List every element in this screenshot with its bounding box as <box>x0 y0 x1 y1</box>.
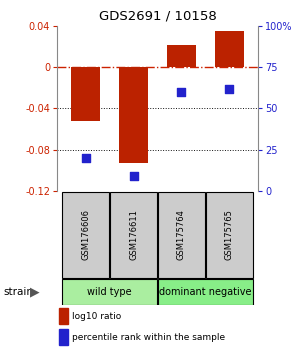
Text: strain: strain <box>3 287 33 297</box>
Bar <box>59 308 68 324</box>
Text: GSM176611: GSM176611 <box>129 210 138 260</box>
Text: dominant negative: dominant negative <box>159 287 252 297</box>
Bar <box>119 67 148 163</box>
Text: GDS2691 / 10158: GDS2691 / 10158 <box>99 10 216 22</box>
Point <box>227 86 232 91</box>
Bar <box>167 45 196 67</box>
Point <box>179 89 184 95</box>
Bar <box>59 329 68 345</box>
Bar <box>62 279 157 305</box>
Point <box>83 155 88 161</box>
Bar <box>158 192 205 278</box>
Bar <box>206 192 253 278</box>
Text: GSM175765: GSM175765 <box>225 210 234 260</box>
Bar <box>158 279 253 305</box>
Text: ▶: ▶ <box>30 285 39 298</box>
Text: GSM176606: GSM176606 <box>81 210 90 261</box>
Point <box>131 173 136 179</box>
Bar <box>62 192 109 278</box>
Bar <box>110 192 157 278</box>
Bar <box>215 31 244 67</box>
Text: log10 ratio: log10 ratio <box>72 312 121 321</box>
Text: wild type: wild type <box>87 287 132 297</box>
Text: GSM175764: GSM175764 <box>177 210 186 260</box>
Text: percentile rank within the sample: percentile rank within the sample <box>72 333 225 342</box>
Bar <box>71 67 100 121</box>
